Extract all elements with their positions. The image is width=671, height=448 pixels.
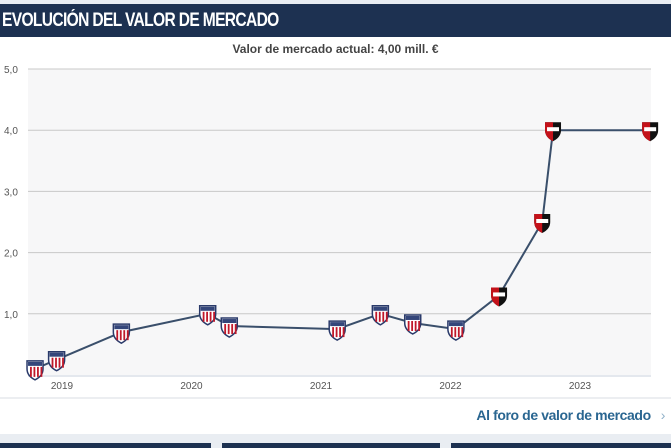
junior-crest-marker xyxy=(26,360,44,381)
link-label: Al foro de valor de mercado xyxy=(476,407,651,423)
junior-crest-marker xyxy=(371,305,390,326)
x-tick-label: 2020 xyxy=(180,381,203,392)
y-tick-label: 4,0 xyxy=(4,126,18,137)
x-tick-label: 2021 xyxy=(310,381,333,392)
junior-crest-marker xyxy=(47,350,66,372)
footer-tab[interactable] xyxy=(222,443,440,448)
newells-crest-marker xyxy=(534,214,551,233)
newells-crest-marker xyxy=(642,122,659,142)
junior-crest-marker xyxy=(220,317,239,338)
chevron-right-icon: › xyxy=(660,407,666,423)
x-tick-label: 2019 xyxy=(51,381,74,392)
chart-title: Valor de mercado actual: 4,00 mill. € xyxy=(232,42,439,56)
x-tick-label: 2023 xyxy=(569,381,592,392)
footer-tab[interactable] xyxy=(451,443,671,448)
y-tick-label: 1,0 xyxy=(4,310,18,321)
section-header: EVOLUCIÓN DEL VALOR DE MERCADO xyxy=(0,4,671,37)
footer-tab[interactable] xyxy=(0,443,211,448)
top-strip xyxy=(0,0,671,4)
junior-crest-marker xyxy=(112,323,131,344)
section-title: EVOLUCIÓN DEL VALOR DE MERCADO xyxy=(2,10,279,31)
newells-crest-marker xyxy=(491,287,508,307)
y-tick-label: 3,0 xyxy=(4,187,18,198)
junior-crest-marker xyxy=(198,305,217,326)
y-tick-label: 2,0 xyxy=(4,249,18,260)
market-value-forum-link[interactable]: Al foro de valor de mercado › xyxy=(476,407,665,423)
divider xyxy=(0,397,671,399)
newells-crest-marker xyxy=(545,122,562,142)
junior-crest-marker xyxy=(447,320,465,341)
junior-crest-marker xyxy=(328,320,346,341)
market-value-chart: 5,0 4,0 3,0 2,0 1,0 2019 2020 2021 2022 2023 xyxy=(4,65,659,392)
junior-crest-marker xyxy=(403,314,422,335)
y-tick-label: 5,0 xyxy=(4,65,18,76)
x-tick-label: 2022 xyxy=(439,381,462,392)
